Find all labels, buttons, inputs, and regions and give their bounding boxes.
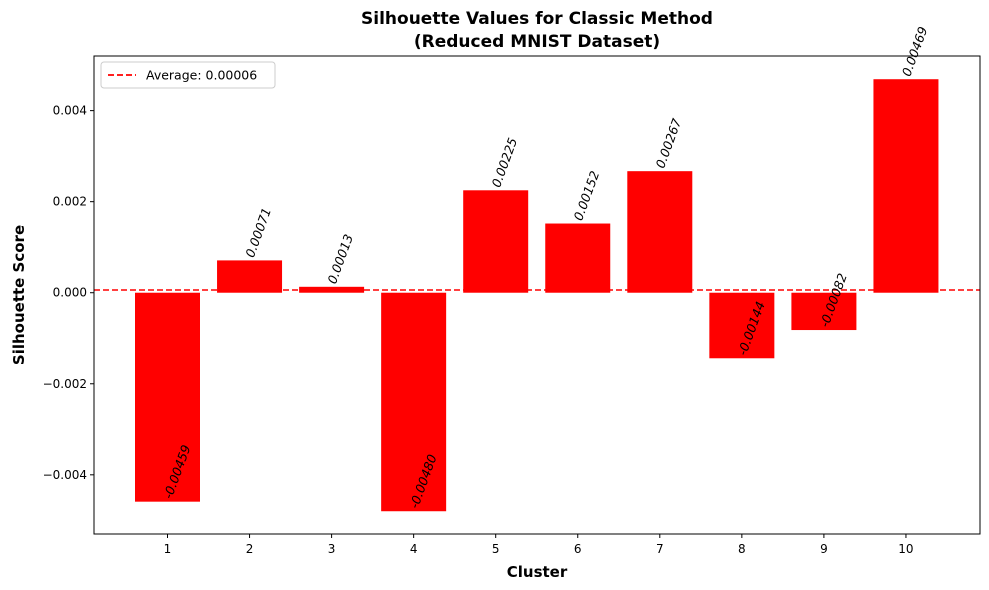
y-tick-label: −0.002	[43, 377, 87, 391]
y-tick-label: 0.004	[53, 104, 87, 118]
chart-title-line1: Silhouette Values for Classic Method	[361, 9, 713, 29]
x-axis-title: Cluster	[507, 563, 568, 581]
x-tick-label: 4	[410, 542, 418, 556]
x-tick-label: 3	[328, 542, 336, 556]
x-tick-label: 9	[820, 542, 828, 556]
bar-cluster-6	[545, 223, 611, 293]
bar-cluster-5	[463, 190, 529, 293]
y-tick-label: 0.002	[53, 195, 87, 209]
x-tick-label: 1	[164, 542, 172, 556]
bar-cluster-2	[217, 260, 283, 293]
bar-value-label-10: 0.00469	[899, 24, 931, 78]
bar-value-label-6: 0.00152	[570, 169, 602, 223]
legend: Average: 0.00006	[100, 61, 276, 89]
plot-frame	[93, 55, 981, 535]
x-tick-label: 6	[574, 542, 582, 556]
x-axis-ticks: 1 2 3 4 5 6 7 8 9 10	[164, 534, 914, 556]
bar-value-label-2: 0.00071	[242, 206, 274, 260]
bar-value-label-7: 0.00267	[653, 116, 685, 170]
x-tick-label: 7	[656, 542, 664, 556]
legend-label: Average: 0.00006	[146, 68, 257, 83]
bar-cluster-1	[135, 292, 200, 502]
bar-cluster-10	[873, 79, 939, 293]
bar-value-label-3: 0.00013	[324, 232, 356, 286]
x-tick-label: 5	[492, 542, 500, 556]
x-tick-label: 8	[738, 542, 746, 556]
x-tick-label: 2	[246, 542, 254, 556]
y-tick-label: −0.004	[43, 468, 87, 482]
bar-cluster-7	[627, 171, 693, 293]
bar-cluster-4	[381, 292, 447, 512]
y-axis-title: Silhouette Score	[10, 225, 28, 365]
bar-value-label-5: 0.00225	[488, 136, 520, 190]
legend-box	[100, 61, 276, 89]
y-axis-ticks: −0.004 −0.002 0.000 0.002 0.004	[43, 104, 94, 482]
bar-cluster-9	[791, 292, 857, 331]
y-tick-label: 0.000	[53, 286, 87, 300]
x-tick-label: 10	[898, 542, 913, 556]
bar-cluster-8	[709, 292, 775, 359]
bars-layer	[135, 79, 939, 512]
chart-title-line2: (Reduced MNIST Dataset)	[414, 32, 660, 52]
